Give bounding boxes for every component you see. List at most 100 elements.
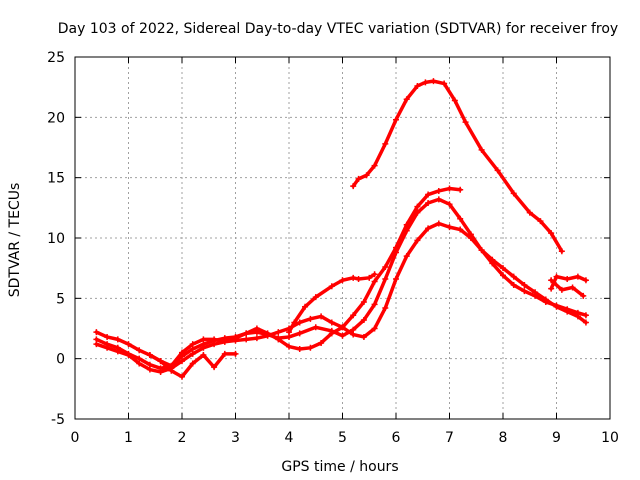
data-point [93, 341, 100, 348]
data-point [548, 277, 555, 284]
data-point [425, 200, 432, 207]
data-point [302, 303, 309, 310]
data-point [414, 209, 421, 216]
data-point [350, 312, 357, 319]
data-point [360, 298, 367, 305]
data-point [422, 79, 429, 86]
data-point [318, 313, 325, 320]
series-arc-2 [286, 271, 378, 336]
x-tick-label: 4 [285, 430, 294, 446]
data-point [414, 237, 421, 244]
data-point [371, 301, 378, 308]
data-point [157, 368, 164, 375]
y-axis-label: SDTVAR / TECUs [7, 183, 23, 298]
data-point [430, 78, 437, 85]
data-point [500, 272, 506, 279]
data-point [558, 248, 565, 255]
data-point [510, 273, 517, 280]
data-point [582, 277, 589, 284]
series-arc-7 [548, 277, 587, 299]
y-tick-label: -5 [51, 412, 65, 428]
data-point [403, 253, 410, 260]
data-point [200, 352, 207, 359]
data-point [403, 227, 410, 234]
data-point [243, 336, 250, 343]
series-line [549, 278, 585, 298]
data-point [382, 263, 389, 270]
series-line [94, 221, 588, 374]
series-arc-6 [548, 273, 589, 292]
data-point [414, 82, 421, 89]
data-point [125, 341, 132, 348]
data-point [451, 97, 458, 104]
x-tick-label: 1 [124, 430, 133, 446]
data-point [548, 230, 555, 237]
data-point [574, 273, 581, 280]
data-point [542, 298, 549, 305]
data-point [339, 332, 346, 339]
x-axis-label: GPS time / hours [281, 459, 398, 475]
data-point [489, 260, 496, 267]
data-point [569, 284, 576, 291]
data-point [360, 317, 367, 324]
data-point [232, 350, 239, 357]
data-point [371, 278, 378, 285]
data-point [253, 329, 260, 336]
series-line [287, 272, 377, 334]
data-point [494, 167, 501, 174]
data-point [136, 360, 143, 367]
y-tick-label: 20 [47, 110, 65, 126]
data-point [318, 339, 325, 346]
data-point [253, 335, 260, 342]
data-point [537, 218, 544, 225]
data-point [286, 343, 292, 350]
data-point [462, 119, 469, 126]
data-point [478, 146, 485, 153]
series-arc-5 [93, 220, 589, 375]
data-point [355, 175, 362, 182]
data-point [211, 364, 218, 371]
data-point [168, 367, 175, 374]
data-point [553, 273, 560, 280]
data-point [328, 283, 335, 290]
data-point [350, 274, 357, 281]
data-point [275, 335, 282, 342]
data-point [136, 347, 143, 354]
data-point [286, 325, 292, 332]
data-point [425, 225, 432, 232]
data-point [312, 294, 319, 301]
data-point [189, 360, 196, 367]
data-point [307, 315, 314, 322]
data-point [104, 344, 111, 351]
data-point [446, 224, 453, 231]
data-point [457, 215, 464, 222]
data-point [221, 350, 228, 357]
data-point [232, 337, 239, 344]
x-tick-label: 5 [338, 430, 347, 446]
data-point [211, 341, 218, 348]
y-tick-label: 15 [47, 171, 65, 187]
data-point [457, 186, 464, 193]
data-point [521, 288, 528, 295]
data-point [435, 196, 442, 203]
y-tick-label: 5 [56, 291, 65, 307]
data-point [564, 276, 571, 283]
data-point [339, 277, 346, 284]
data-point [307, 344, 314, 351]
data-point [275, 329, 282, 336]
x-tick-label: 10 [601, 430, 619, 446]
data-point [146, 352, 153, 359]
data-point [221, 338, 228, 345]
data-point [328, 319, 335, 326]
data-point [296, 330, 303, 337]
data-point [500, 265, 506, 272]
data-point [446, 201, 453, 208]
data-point [350, 183, 357, 190]
data-point [580, 292, 587, 299]
data-point [425, 191, 432, 198]
data-point [564, 306, 571, 313]
series-arc-3 [93, 185, 464, 369]
data-point [189, 350, 196, 357]
data-point [339, 324, 346, 331]
